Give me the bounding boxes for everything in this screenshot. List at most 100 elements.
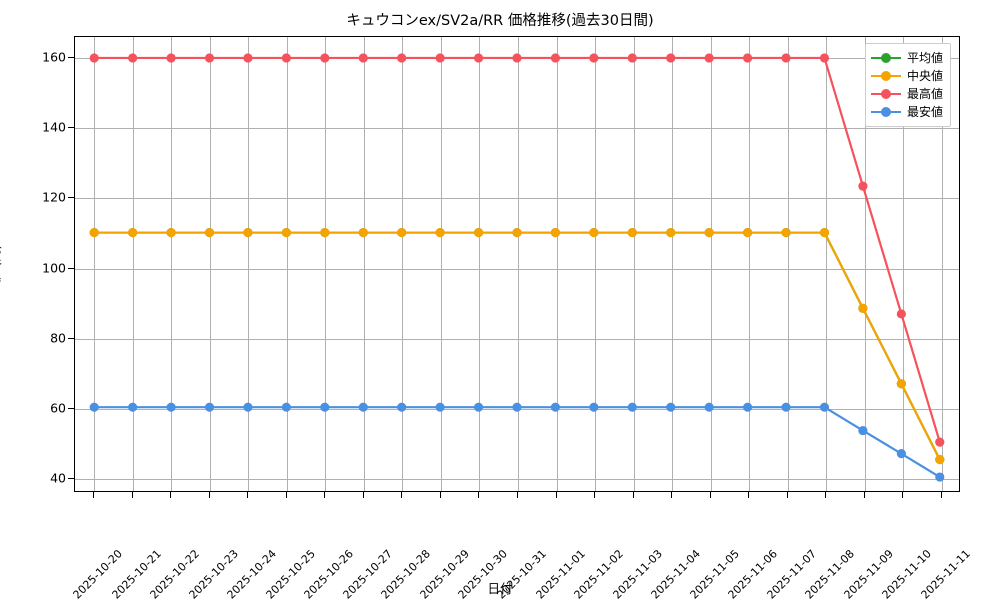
x-axis-tick-mark (940, 492, 942, 498)
series-1 (89, 227, 945, 465)
x-axis-tick-mark (478, 492, 480, 498)
data-point (281, 53, 291, 63)
series-line (93, 406, 941, 479)
x-axis-tick-mark (401, 492, 403, 498)
data-point (473, 227, 484, 238)
x-axis-tick-mark (632, 492, 634, 498)
gridline-vertical (864, 37, 866, 491)
data-point (473, 402, 484, 412)
data-point (435, 53, 445, 63)
series-lines (89, 53, 945, 482)
data-point (512, 227, 522, 238)
x-axis-tick-mark (555, 492, 557, 498)
data-point (320, 227, 330, 238)
data-point (935, 437, 945, 447)
data-point (128, 402, 138, 412)
data-point (435, 227, 445, 238)
data-point (627, 227, 637, 238)
data-point (128, 227, 138, 238)
data-point (512, 402, 522, 412)
gridline-vertical (132, 37, 134, 491)
data-point (243, 402, 253, 412)
data-point (627, 53, 637, 63)
x-axis-tick-mark (362, 492, 364, 498)
y-axis-tick-label: 160 (42, 49, 66, 65)
x-axis-tick-mark (594, 492, 596, 498)
y-axis-tick-label: 140 (42, 119, 66, 135)
gridline-vertical (440, 37, 442, 491)
data-point (589, 227, 599, 238)
x-axis-tick-mark (709, 492, 711, 498)
data-point (204, 53, 215, 63)
data-point (550, 227, 561, 238)
data-point (819, 227, 830, 238)
data-point (243, 227, 253, 238)
gridline-horizontal (75, 478, 959, 480)
y-axis-tick-mark (68, 267, 74, 269)
x-axis-tick-mark (902, 492, 904, 498)
y-axis-tick-mark (68, 337, 74, 339)
x-axis-tick-mark (208, 492, 210, 498)
data-point (858, 426, 868, 436)
x-axis-tick-mark (131, 492, 133, 498)
gridline-vertical (209, 37, 211, 491)
gridline-vertical (518, 37, 519, 491)
data-point (589, 53, 599, 63)
y-axis-tick-label: 60 (50, 400, 66, 416)
gridline-horizontal (75, 128, 959, 130)
data-point (358, 53, 368, 63)
legend-label: 最高値 (906, 87, 943, 101)
y-axis-tick-mark (68, 197, 74, 199)
chart-legend[interactable]: 平均値中央値最高値最安値 (864, 43, 951, 127)
data-point (512, 53, 522, 63)
y-axis-tick-label: 80 (50, 330, 66, 346)
data-point (281, 402, 291, 412)
legend-item-2[interactable]: 最高値 (870, 85, 943, 103)
y-axis-tick-mark (68, 57, 74, 59)
gridline-vertical (595, 37, 597, 491)
legend-label: 最安値 (906, 105, 943, 119)
gridline-vertical (710, 37, 712, 491)
legend-item-0[interactable]: 平均値 (870, 49, 943, 67)
gridline-vertical (787, 37, 789, 491)
data-point (819, 402, 830, 412)
legend-label: 平均値 (906, 51, 943, 65)
legend-item-3[interactable]: 最安値 (870, 103, 943, 121)
data-point (550, 402, 561, 412)
data-point (358, 402, 368, 412)
series-0 (89, 227, 945, 465)
data-point (397, 402, 407, 412)
y-axis-tick-label: 40 (50, 470, 66, 486)
gridline-vertical (556, 37, 558, 491)
data-point (89, 227, 99, 238)
gridline-vertical (94, 37, 96, 491)
gridline-vertical (171, 37, 173, 491)
data-point (743, 402, 753, 412)
data-point (935, 472, 945, 482)
data-point (896, 379, 906, 389)
data-point (397, 53, 407, 63)
data-point (743, 227, 753, 238)
gridline-vertical (325, 37, 327, 491)
legend-item-1[interactable]: 中央値 (870, 67, 943, 85)
gridline-horizontal (75, 198, 959, 200)
x-axis-tick-mark (170, 492, 172, 498)
data-point (935, 454, 945, 465)
y-axis: 値 (円) 40 60 80 100 120 140 160 (0, 36, 66, 492)
data-point (704, 53, 714, 63)
x-axis-tick-mark (863, 492, 865, 498)
x-axis-label: 日付 (487, 581, 513, 596)
legend-label: 中央値 (906, 69, 943, 83)
data-point (896, 449, 906, 459)
data-point (358, 227, 368, 238)
x-axis-tick-mark (517, 492, 518, 498)
x-axis-tick-mark (439, 492, 441, 498)
gridline-vertical (633, 37, 635, 491)
legend-swatch-icon (870, 87, 901, 101)
x-axis-tick-mark (671, 492, 673, 498)
data-point (166, 227, 176, 238)
data-point (166, 402, 176, 412)
data-point (204, 227, 215, 238)
data-point (858, 181, 868, 191)
